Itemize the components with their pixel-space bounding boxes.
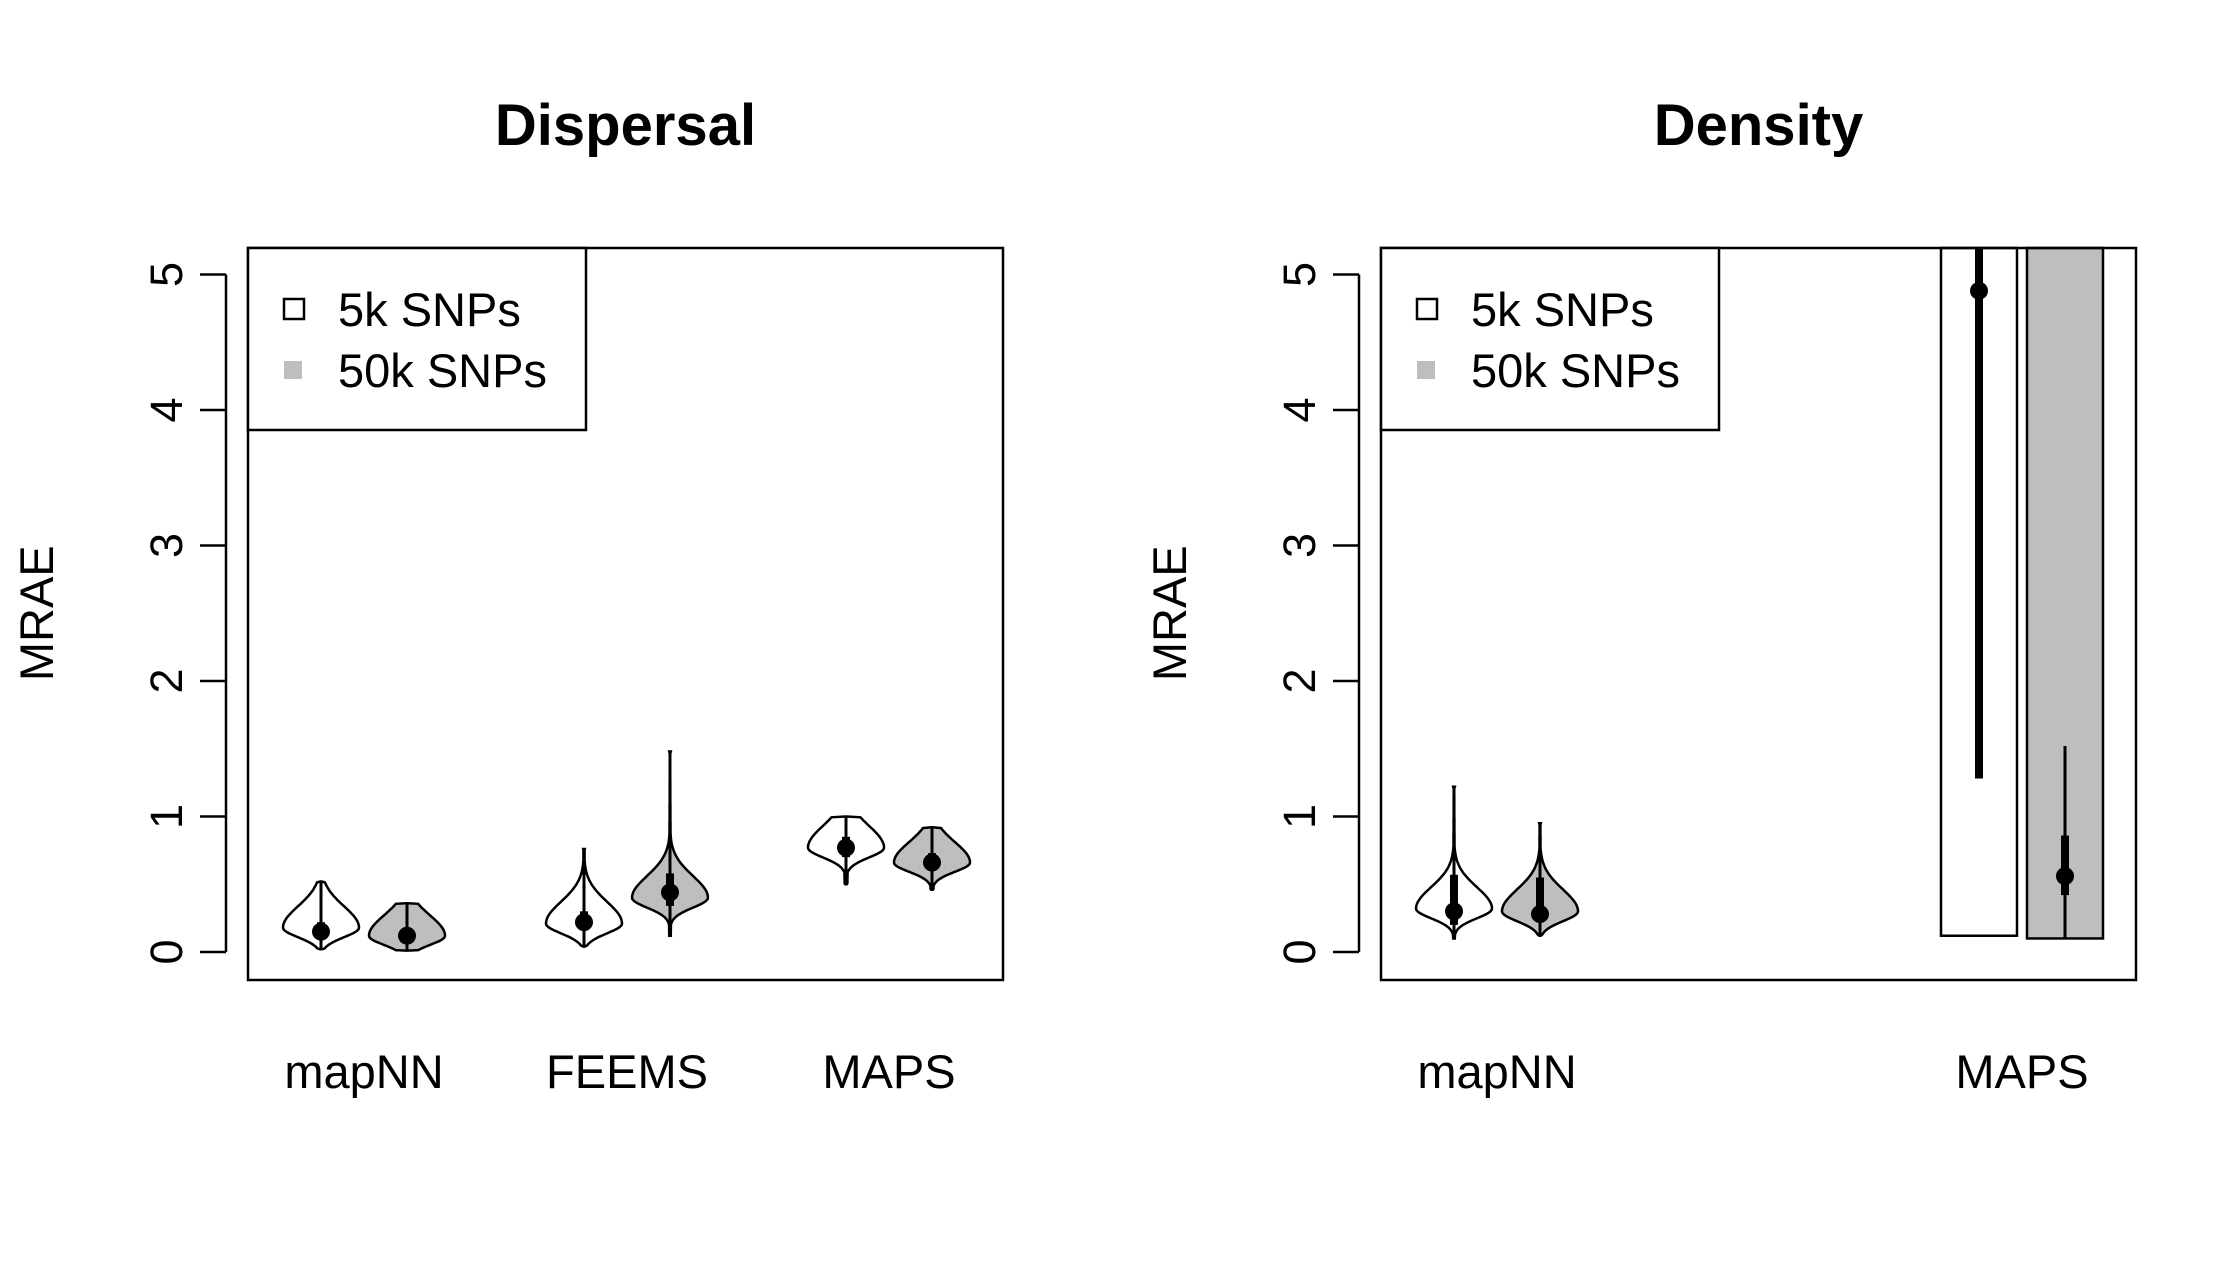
- y-tick-label: 1: [1274, 804, 1325, 829]
- violin-median-point: [312, 922, 330, 941]
- violin-median-point: [1970, 281, 1988, 300]
- violin-median-point: [2056, 867, 2074, 886]
- legend-label: 50k SNPs: [338, 344, 547, 397]
- y-tick-label: 1: [141, 804, 192, 829]
- legend-swatch-50k: [284, 361, 302, 379]
- y-tick-label: 5: [1274, 262, 1325, 287]
- violin-median-point: [398, 926, 416, 945]
- legend-box: [246, 246, 588, 432]
- y-tick-label: 4: [1274, 397, 1325, 422]
- y-tick-label: 2: [1274, 668, 1325, 693]
- legend: 5k SNPs 50k SNPs: [1379, 246, 1721, 432]
- legend-swatch-5k: [1415, 297, 1439, 321]
- legend-label: 5k SNPs: [1471, 283, 1654, 336]
- x-category-label: mapNN: [1417, 1045, 1576, 1098]
- plot-frame: [246, 246, 1005, 982]
- y-axis-title: MRAE: [1143, 545, 1196, 681]
- violin-median-point: [837, 838, 855, 857]
- chart-panel-density: Density MRAE 0 1 2 3 4 5 mapNN MAPS 5k SNPs 50k SNP…: [1143, 93, 2138, 1098]
- x-category-label: FEEMS: [546, 1045, 708, 1098]
- violin-median-point: [575, 913, 593, 932]
- violin-median-point: [1445, 902, 1463, 921]
- chart-panel-dispersal: Dispersal MRAE 0 1 2 3 4 5 mapNN FEEMS MAPS 5k SNPs…: [10, 93, 1005, 1098]
- legend-box: [1379, 246, 1721, 432]
- legend-label: 50k SNPs: [1471, 344, 1680, 397]
- y-tick-label: 0: [141, 939, 192, 964]
- chart-title: Density: [1654, 93, 1864, 158]
- violin-median-point: [923, 853, 941, 872]
- x-category-label: MAPS: [1955, 1045, 2088, 1098]
- y-tick-label: 3: [141, 533, 192, 558]
- legend-swatch-5k: [282, 297, 306, 321]
- y-tick-label: 5: [141, 262, 192, 287]
- plot-frame: [1379, 246, 2138, 982]
- y-axis-title: MRAE: [10, 545, 63, 681]
- x-category-label: MAPS: [822, 1045, 955, 1098]
- y-tick-label: 0: [1274, 939, 1325, 964]
- legend-swatch-50k: [1417, 361, 1435, 379]
- y-tick-label: 4: [141, 397, 192, 422]
- y-tick-label: 2: [141, 668, 192, 693]
- legend: 5k SNPs 50k SNPs: [246, 246, 588, 432]
- y-tick-label: 3: [1274, 533, 1325, 558]
- chart-title: Dispersal: [495, 93, 756, 158]
- x-category-label: mapNN: [284, 1045, 443, 1098]
- violin-median-point: [661, 883, 679, 902]
- legend-label: 5k SNPs: [338, 283, 521, 336]
- violin-median-point: [1531, 905, 1549, 924]
